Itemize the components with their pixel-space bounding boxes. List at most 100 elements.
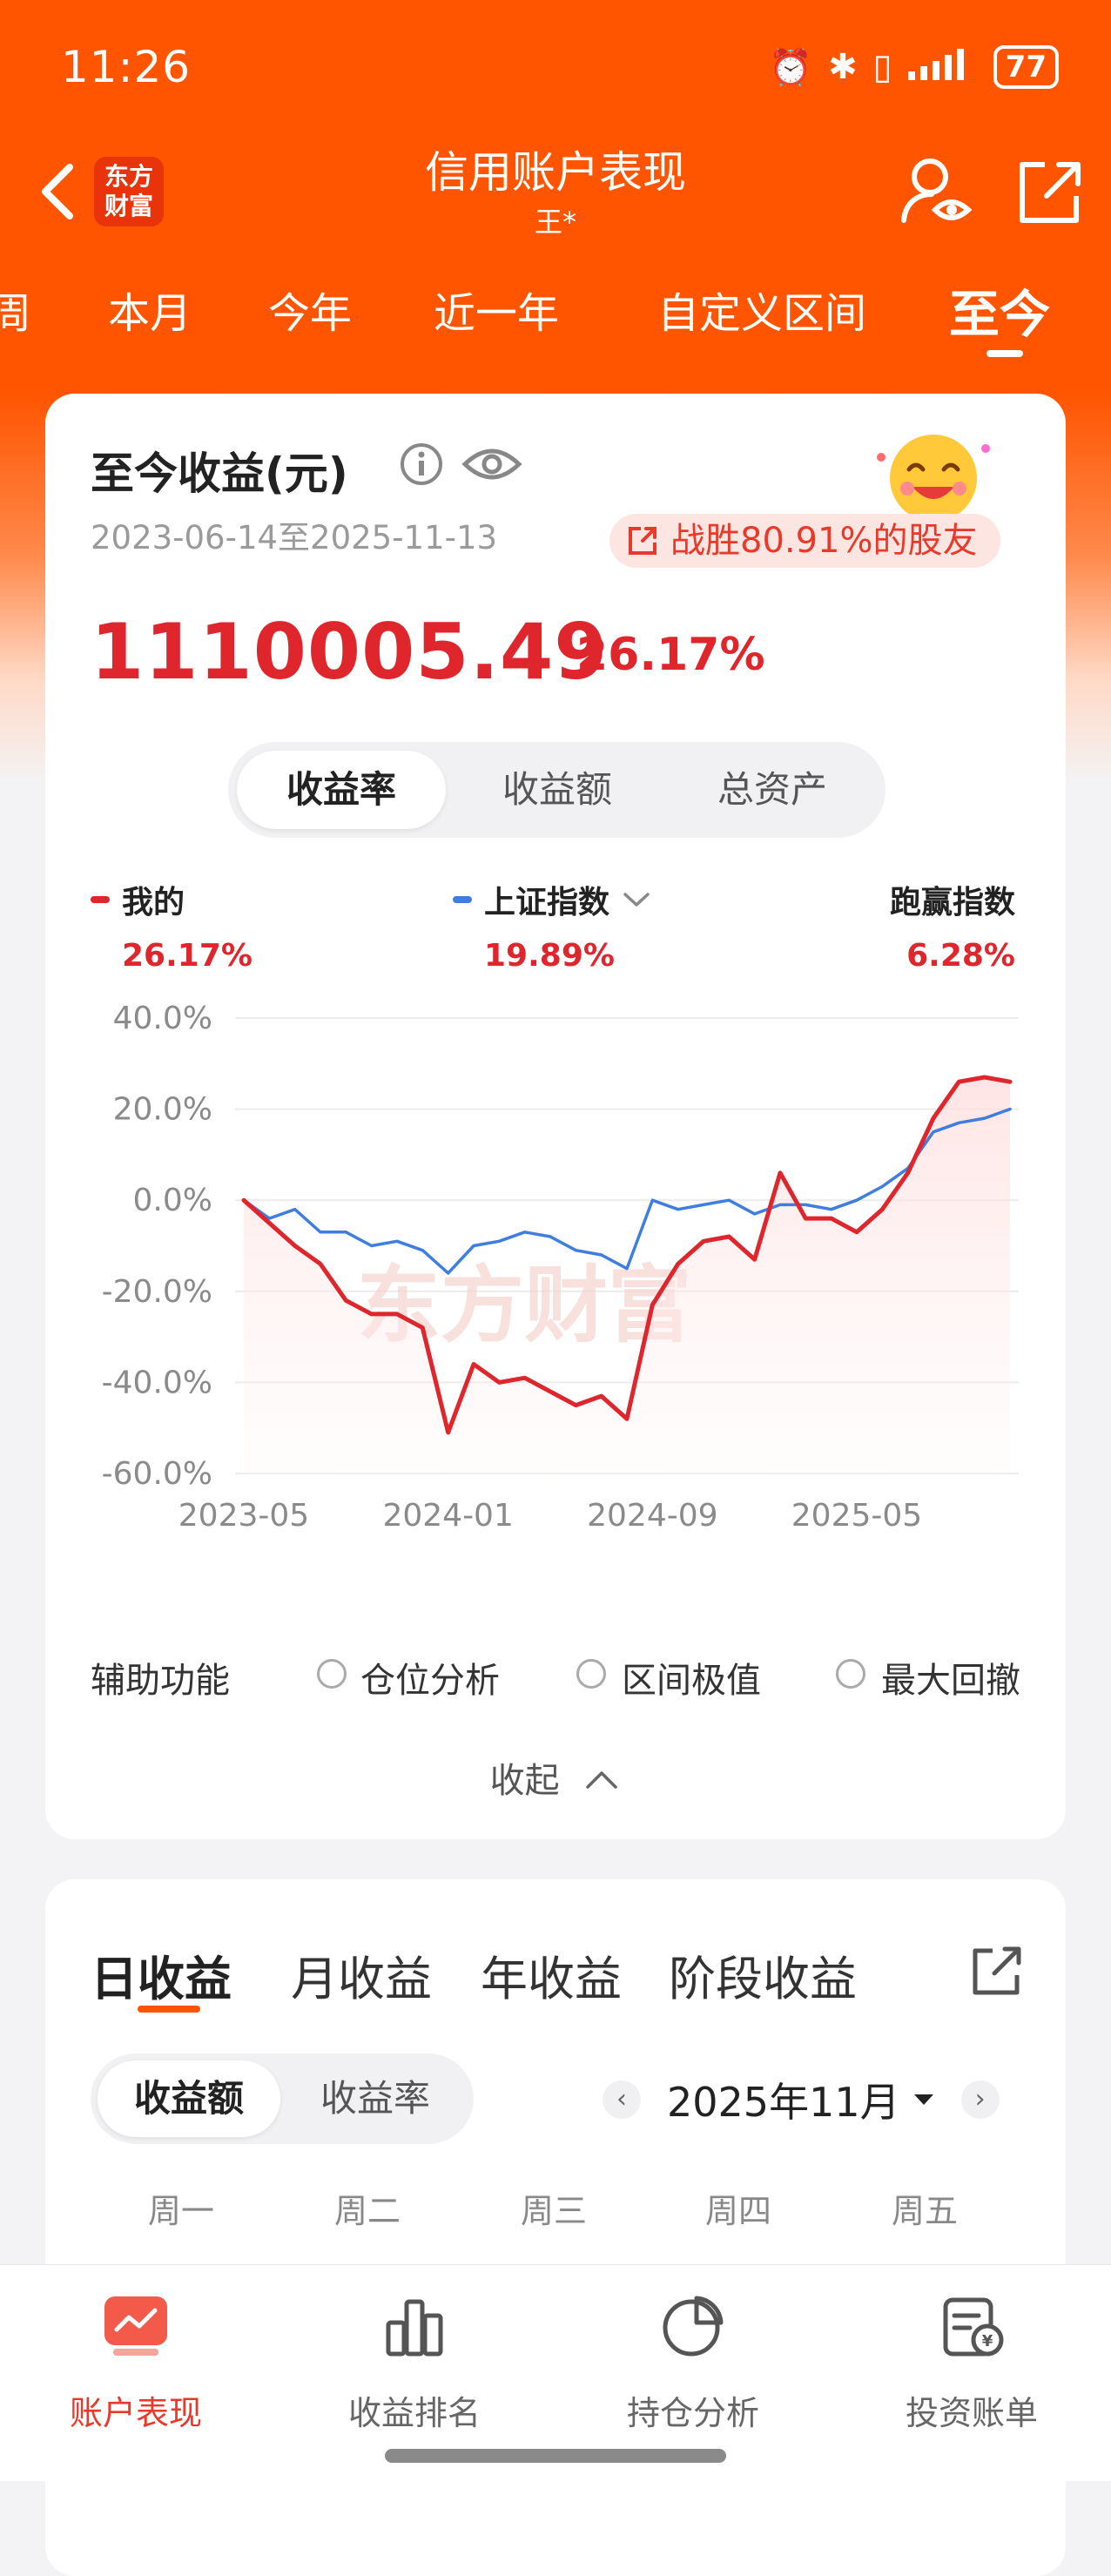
svg-text:¥: ¥	[982, 2332, 993, 2350]
home-indicator	[385, 2449, 726, 2463]
performance-chart-icon	[101, 2291, 171, 2361]
nav-label: 收益排名	[301, 2386, 528, 2434]
toggle-visibility-button[interactable]	[461, 442, 522, 487]
blue-legend-dot	[453, 896, 472, 903]
signal-icon	[908, 45, 978, 89]
tab-custom-range[interactable]: 自定义区间	[657, 279, 866, 340]
tab-week[interactable]: 周	[0, 279, 31, 340]
y-tick-label: -60.0%	[102, 1456, 212, 1492]
export-icon	[966, 1940, 1027, 2001]
date-range: 2023-06-14至2025-11-13	[91, 511, 497, 558]
tab-yearly-return[interactable]: 年收益	[481, 1940, 622, 2009]
period-tabs: 周 本月 今年 近一年 自定义区间 至今	[0, 279, 1111, 374]
y-tick-label: 20.0%	[113, 1092, 212, 1128]
tab-return-amount[interactable]: 收益额	[453, 751, 662, 829]
option-max-drawdown[interactable]: 最大回撤	[881, 1652, 1020, 1703]
prev-month-button[interactable]: ‹	[603, 2080, 641, 2119]
status-bar: 11:26 ⏰ ✱ ▯ 77	[0, 0, 1111, 131]
nav-account-performance[interactable]: 账户表现	[23, 2291, 249, 2434]
tab-this-year[interactable]: 今年	[268, 279, 352, 340]
aux-functions: 辅助功能 仓位分析 区间极值 最大回撤	[91, 1652, 1031, 1704]
user-eye-icon	[897, 152, 975, 231]
radio-range-extremes[interactable]	[576, 1659, 606, 1689]
weekday: 周一	[94, 2184, 268, 2232]
nav-holdings-analysis[interactable]: 持仓分析	[580, 2291, 806, 2434]
tab-return-rate[interactable]: 收益率	[237, 751, 446, 829]
x-tick-label: 2024-01	[382, 1498, 513, 1534]
weekday: 周五	[838, 2184, 1012, 2232]
radio-max-drawdown[interactable]	[836, 1659, 865, 1689]
x-tick-label: 2025-05	[791, 1498, 922, 1534]
x-tick-label: 2023-05	[178, 1498, 309, 1534]
vibrate-icon: ▯	[873, 47, 892, 87]
legend-index-value: 19.89%	[484, 938, 651, 974]
status-icons: ⏰ ✱ ▯ 77	[769, 45, 1059, 89]
weekday: 周四	[651, 2184, 825, 2232]
app-header: 东方 财富 信用账户表现 王*	[0, 131, 1111, 261]
active-tab-indicator	[138, 2006, 200, 2013]
legend-index-label: 上证指数	[484, 877, 609, 922]
next-month-button[interactable]: ›	[961, 2080, 1000, 2119]
nav-investment-statement[interactable]: ¥ 投资账单	[858, 2291, 1085, 2434]
info-button[interactable]	[399, 442, 444, 487]
alarm-icon: ⏰	[769, 47, 812, 88]
battery-indicator: 77	[993, 45, 1059, 89]
info-icon	[399, 442, 444, 487]
tab-period-return[interactable]: 阶段收益	[669, 1940, 857, 2009]
legend-mine-value: 26.17%	[122, 938, 252, 974]
option-position-analysis[interactable]: 仓位分析	[360, 1652, 500, 1703]
radio-position-analysis[interactable]	[317, 1659, 347, 1689]
active-tab-indicator	[986, 350, 1023, 357]
daily-metric-switcher: 收益额 收益率	[91, 2053, 474, 2144]
tab-rate[interactable]: 收益率	[284, 2060, 467, 2137]
month-navigator: ‹ 2025年11月 ›	[603, 2069, 1000, 2130]
legend-mine: 我的 26.17%	[91, 877, 252, 974]
tab-daily-return[interactable]: 日收益	[91, 1940, 232, 2009]
happy-emoji-icon	[864, 424, 994, 520]
aux-label: 辅助功能	[91, 1652, 230, 1703]
total-profit-amount: 1110005.49	[91, 607, 609, 697]
metric-switcher: 收益率 收益额 总资产	[228, 742, 885, 838]
red-legend-dot	[91, 896, 110, 903]
legend-beat-index: 跑赢指数 6.28%	[890, 877, 1015, 974]
bluetooth-icon: ✱	[828, 47, 858, 87]
option-range-extremes[interactable]: 区间极值	[622, 1652, 761, 1703]
tab-to-date[interactable]: 至今	[949, 273, 1050, 347]
eye-icon	[461, 442, 522, 487]
chevron-up-icon	[582, 1766, 621, 1792]
nav-label: 持仓分析	[580, 2386, 806, 2434]
collapse-button[interactable]: 收起	[45, 1752, 1066, 1803]
share-button[interactable]	[1010, 152, 1088, 231]
nav-return-ranking[interactable]: 收益排名	[301, 2291, 528, 2434]
collapse-label: 收起	[490, 1761, 560, 1801]
nav-label: 账户表现	[23, 2386, 249, 2434]
current-month: 2025年11月	[667, 2071, 900, 2128]
summary-title: 至今收益(元)	[91, 439, 348, 502]
tab-amount[interactable]: 收益额	[98, 2060, 280, 2137]
beat-peers-badge[interactable]: 战胜80.91%的股友	[609, 514, 1000, 568]
weekday: 周二	[280, 2184, 454, 2232]
share-icon	[1010, 152, 1088, 231]
tab-this-month[interactable]: 本月	[108, 279, 192, 340]
legend-beat-label: 跑赢指数	[890, 877, 1015, 922]
legend-index[interactable]: 上证指数 19.89%	[453, 877, 651, 974]
export-button[interactable]	[966, 1940, 1027, 2001]
beat-peers-text: 战胜80.91%的股友	[670, 514, 978, 568]
return-line-chart[interactable]: 40.0% 20.0% 0.0% -20.0% -40.0% -60.0% 2023-05 2…	[45, 981, 1066, 1608]
tab-monthly-return[interactable]: 月收益	[291, 1940, 432, 2009]
bar-chart-icon	[380, 2291, 449, 2361]
tab-last-year[interactable]: 近一年	[434, 279, 559, 340]
user-view-button[interactable]	[897, 152, 975, 231]
caret-down-icon	[912, 2091, 935, 2108]
y-tick-label: 0.0%	[133, 1183, 212, 1218]
y-tick-label: -20.0%	[102, 1274, 212, 1310]
bill-icon: ¥	[937, 2291, 1007, 2361]
tab-total-assets[interactable]: 总资产	[668, 751, 877, 829]
share-small-icon	[625, 523, 660, 558]
x-tick-label: 2024-09	[587, 1498, 717, 1534]
month-selector[interactable]: 2025年11月	[667, 2071, 935, 2128]
weekday: 周三	[467, 2184, 641, 2232]
y-tick-label: -40.0%	[102, 1365, 212, 1400]
nav-label: 投资账单	[858, 2386, 1085, 2434]
y-tick-label: 40.0%	[113, 1001, 212, 1036]
